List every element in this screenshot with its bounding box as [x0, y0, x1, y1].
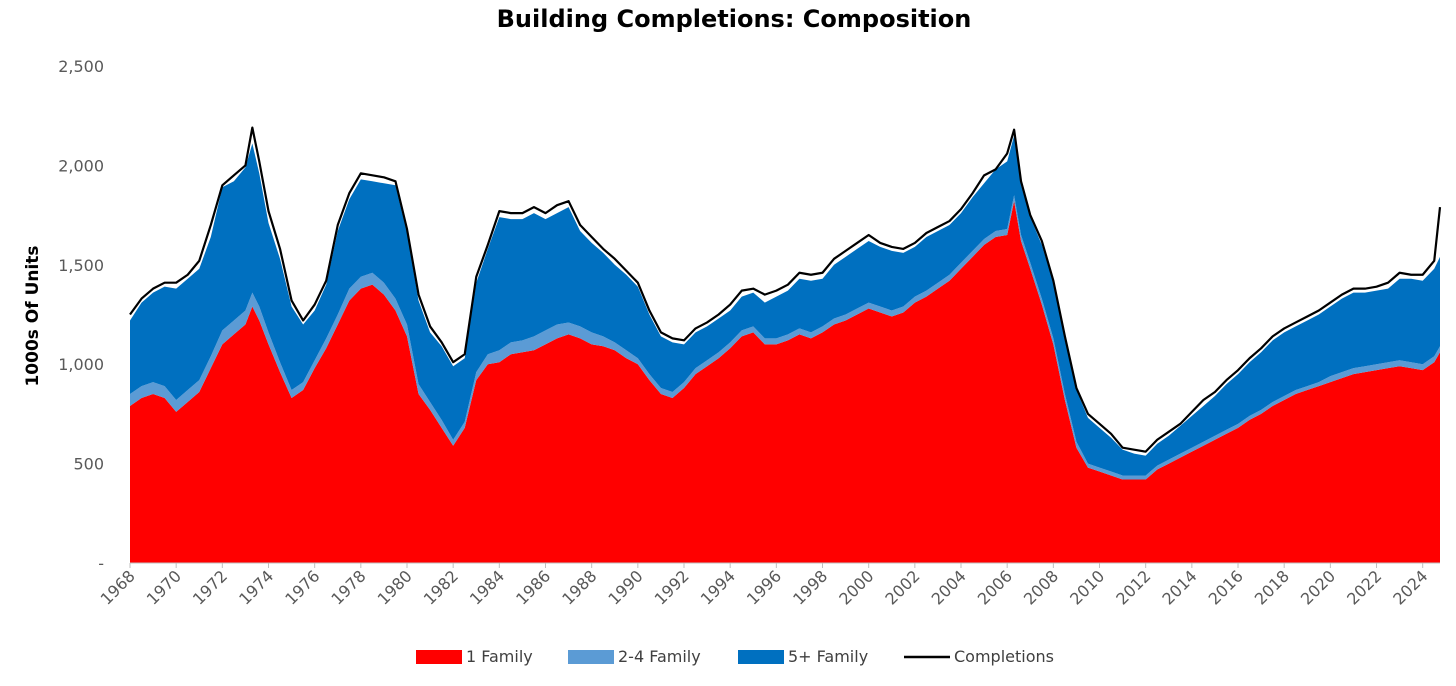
area-series-2 [130, 135, 1440, 476]
legend-label: 5+ Family [788, 647, 868, 666]
x-tick-label: 2022 [1343, 566, 1385, 608]
x-tick-label: 1992 [651, 566, 693, 608]
x-tick-label: 2020 [1297, 566, 1339, 608]
y-tick-label: - [98, 554, 104, 573]
x-tick-label: 2002 [881, 566, 923, 608]
x-tick-label: 2014 [1158, 566, 1200, 608]
legend-label: Completions [954, 647, 1054, 666]
legend-item: 2-4 Family [568, 647, 701, 666]
y-tick-label: 1,000 [58, 355, 104, 374]
y-tick-label: 1,500 [58, 256, 104, 275]
x-tick-label: 1978 [327, 566, 369, 608]
area-layers [130, 135, 1440, 563]
legend-marker [416, 650, 462, 664]
legend-item: Completions [904, 647, 1054, 666]
x-tick-label: 1994 [697, 566, 739, 608]
x-tick-label: 2000 [835, 566, 877, 608]
x-tick-label: 2006 [974, 566, 1016, 608]
x-tick-label: 1980 [374, 566, 416, 608]
chart-title: Building Completions: Composition [497, 5, 972, 33]
legend: 1 Family 2-4 Family 5+ Family Completions [416, 647, 1054, 666]
legend-label: 1 Family [466, 647, 533, 666]
x-tick-label: 2010 [1066, 566, 1108, 608]
legend-marker [738, 650, 784, 664]
x-tick-label: 2018 [1251, 566, 1293, 608]
y-tick-label: 500 [73, 455, 104, 474]
line-series-0 [129, 126, 1442, 453]
x-tick-label: 1982 [420, 566, 462, 608]
y-tick-labels: - 500 1,000 1,500 2,000 2,500 [58, 57, 104, 573]
area-series-1 [130, 195, 1440, 480]
legend-marker [568, 650, 614, 664]
x-tick-labels: 1968 1970 1972 1974 1976 1978 1980 1982 1984 1986… [97, 563, 1432, 609]
x-tick-label: 1988 [558, 566, 600, 608]
y-axis-label: 1000s Of Units [23, 245, 43, 386]
x-tick-label: 1972 [189, 566, 231, 608]
x-tick-label: 2016 [1205, 566, 1247, 608]
legend-item: 1 Family [416, 647, 533, 666]
x-tick-label: 1974 [235, 566, 277, 608]
y-tick-label: 2,500 [58, 57, 104, 76]
x-tick-label: 2012 [1112, 566, 1154, 608]
x-tick-label: 1976 [281, 566, 323, 608]
y-tick-label: 2,000 [58, 156, 104, 175]
area-series-0 [130, 201, 1440, 563]
x-tick-label: 1996 [743, 566, 785, 608]
x-tick-label: 2008 [1020, 566, 1062, 608]
legend-label: 2-4 Family [618, 647, 701, 666]
x-tick-label: 1990 [604, 566, 646, 608]
x-tick-label: 2024 [1389, 566, 1431, 608]
x-tick-label: 1986 [512, 566, 554, 608]
legend-item: 5+ Family [738, 647, 868, 666]
x-tick-label: 1984 [466, 566, 508, 608]
x-tick-label: 1998 [789, 566, 831, 608]
line-layers [129, 126, 1442, 453]
x-tick-label: 1970 [143, 566, 185, 608]
x-tick-label: 2004 [928, 566, 970, 608]
